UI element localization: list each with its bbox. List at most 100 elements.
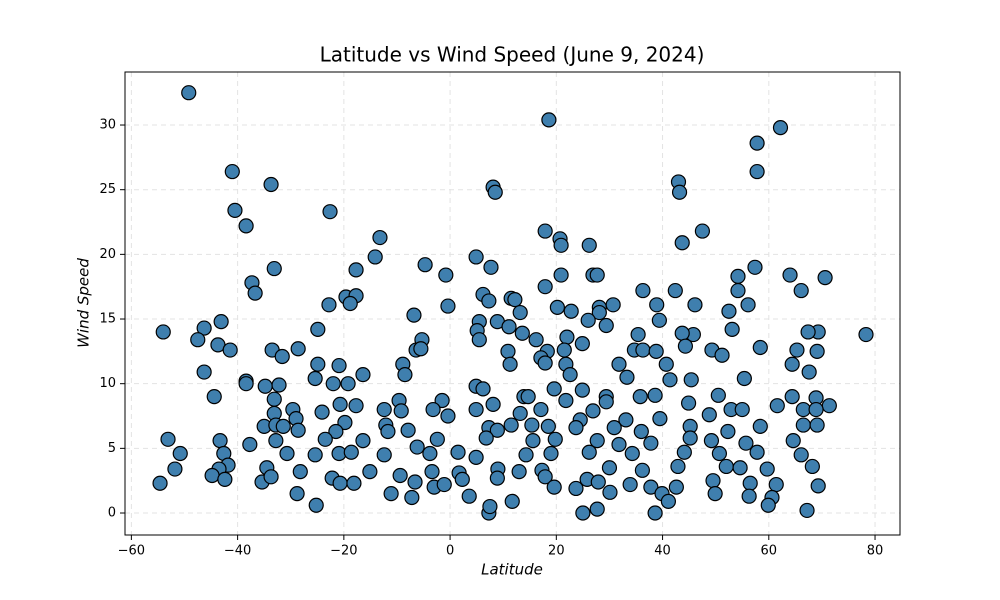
- point: [266, 391, 282, 407]
- x-tick-label: −20: [330, 544, 357, 559]
- point: [537, 355, 553, 371]
- point: [738, 435, 754, 451]
- point: [605, 297, 621, 313]
- point: [332, 475, 348, 491]
- point: [290, 422, 306, 438]
- point: [310, 356, 326, 372]
- x-tick-label: 0: [446, 544, 454, 559]
- point: [647, 505, 663, 521]
- point: [858, 326, 874, 343]
- point: [343, 444, 359, 460]
- point: [307, 370, 323, 387]
- point: [380, 423, 396, 440]
- point: [540, 418, 556, 434]
- point: [206, 389, 222, 405]
- y-tick-label: 0: [108, 506, 116, 521]
- point: [271, 377, 287, 393]
- point: [619, 369, 635, 385]
- point: [393, 403, 409, 419]
- point: [322, 204, 338, 220]
- point: [471, 332, 487, 348]
- point: [556, 342, 572, 358]
- point: [549, 299, 565, 315]
- point: [606, 420, 622, 436]
- point: [732, 460, 748, 476]
- point: [601, 460, 618, 476]
- point: [483, 259, 499, 275]
- point: [718, 458, 734, 475]
- chart-title: Latitude vs Wind Speed (June 9, 2024): [320, 43, 705, 67]
- x-tick-label: 40: [654, 544, 671, 559]
- point: [563, 303, 579, 319]
- point: [682, 430, 698, 446]
- x-tick-label: −60: [118, 544, 145, 559]
- point: [440, 298, 456, 314]
- point: [307, 447, 323, 463]
- point: [749, 135, 765, 151]
- point: [759, 461, 775, 477]
- point: [598, 317, 614, 334]
- point: [736, 370, 752, 387]
- point: [152, 475, 168, 491]
- point: [227, 202, 243, 218]
- point: [662, 372, 678, 388]
- point: [413, 341, 429, 357]
- point: [705, 473, 721, 489]
- point: [553, 267, 569, 283]
- point: [392, 467, 408, 484]
- point: [769, 398, 785, 414]
- point: [581, 237, 597, 253]
- point: [238, 218, 254, 234]
- point: [279, 445, 295, 462]
- point: [454, 471, 470, 487]
- point: [362, 464, 378, 480]
- point: [537, 469, 553, 485]
- point: [422, 445, 438, 462]
- point: [752, 339, 768, 356]
- point: [680, 395, 697, 411]
- point: [502, 356, 518, 372]
- point: [635, 342, 651, 358]
- point: [328, 423, 344, 440]
- point: [487, 184, 503, 200]
- point: [257, 378, 273, 394]
- plot-frame: [124, 71, 901, 536]
- point: [263, 176, 279, 193]
- point: [160, 431, 176, 447]
- point: [643, 435, 659, 451]
- point: [314, 404, 330, 420]
- point: [290, 341, 306, 357]
- point: [710, 387, 726, 403]
- point: [409, 439, 425, 455]
- point: [289, 486, 305, 502]
- point: [224, 163, 240, 180]
- point: [429, 431, 445, 447]
- point: [155, 324, 171, 340]
- point: [624, 445, 640, 462]
- x-tick-label: 20: [548, 544, 565, 559]
- point: [372, 229, 388, 246]
- point: [325, 376, 341, 392]
- point: [268, 432, 284, 449]
- point: [711, 445, 727, 462]
- point: [450, 444, 466, 460]
- point: [355, 367, 371, 383]
- point: [196, 320, 212, 336]
- point: [468, 401, 484, 418]
- point: [611, 436, 627, 453]
- point: [346, 475, 362, 491]
- y-tick-label: 15: [99, 312, 116, 327]
- point: [543, 445, 559, 462]
- point: [533, 401, 549, 418]
- point: [468, 249, 484, 265]
- point: [424, 464, 440, 480]
- point: [558, 392, 574, 409]
- point: [795, 417, 811, 433]
- point: [703, 432, 720, 449]
- point: [574, 382, 590, 398]
- point: [651, 312, 667, 328]
- point: [263, 469, 279, 485]
- point: [575, 505, 591, 521]
- point: [438, 267, 454, 283]
- point: [671, 184, 688, 200]
